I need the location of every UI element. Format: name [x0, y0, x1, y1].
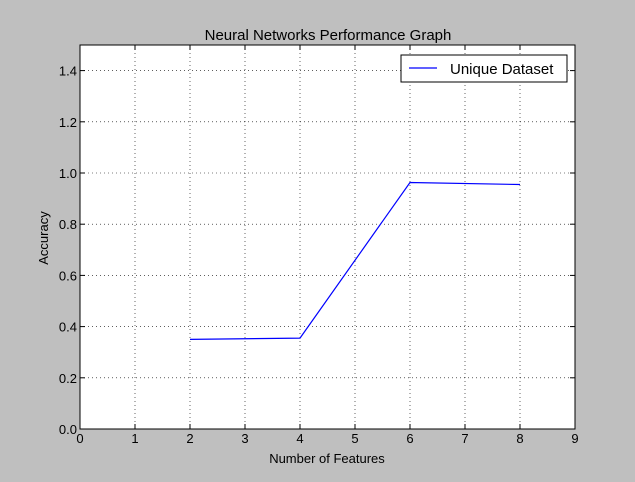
y-tick-label: 1.0 [59, 166, 77, 181]
x-tick-label: 0 [76, 431, 83, 446]
chart-title: Neural Networks Performance Graph [205, 27, 452, 44]
x-tick-labels: 0 1 2 3 4 5 6 7 8 9 [76, 431, 578, 446]
y-tick-label: 0.6 [59, 268, 77, 283]
x-tick-label: 7 [461, 431, 468, 446]
x-tick-label: 9 [571, 431, 578, 446]
plot-area [80, 45, 575, 429]
x-tick-label: 2 [186, 431, 193, 446]
legend-label-unique-dataset: Unique Dataset [450, 61, 554, 78]
legend: Unique Dataset [400, 54, 568, 83]
y-axis-label: Accuracy [36, 211, 51, 265]
y-tick-labels: 0.0 0.2 0.4 0.6 0.8 1.0 1.2 1.4 [59, 64, 77, 437]
x-tick-label: 3 [241, 431, 248, 446]
x-tick-label: 6 [406, 431, 413, 446]
plot-frame [79, 44, 576, 430]
x-tick-label: 8 [516, 431, 523, 446]
y-tick-label: 1.2 [59, 115, 77, 130]
y-tick-label: 0.2 [59, 371, 77, 386]
x-tick-label: 1 [131, 431, 138, 446]
x-axis-label: Number of Features [269, 451, 385, 466]
y-tick-label: 1.4 [59, 64, 77, 79]
series-layer [189, 181, 521, 340]
x-tick-label: 5 [351, 431, 358, 446]
y-tick-label: 0.0 [59, 422, 77, 437]
axis-ticks [79, 45, 576, 430]
y-tick-label: 0.4 [59, 320, 77, 335]
x-tick-label: 4 [296, 431, 303, 446]
y-tick-label: 0.8 [59, 217, 77, 232]
series-line-unique-dataset [189, 181, 521, 340]
